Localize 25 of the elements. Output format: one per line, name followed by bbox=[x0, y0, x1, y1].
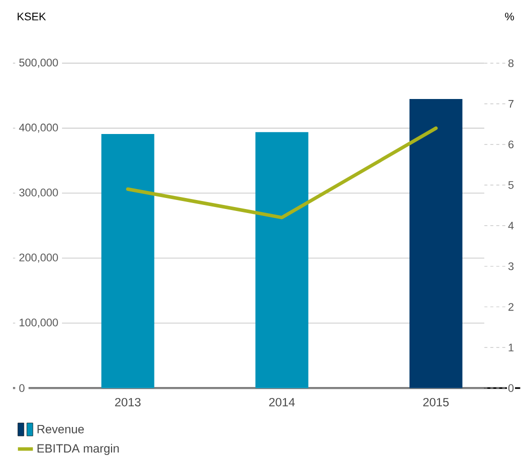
y2-tick-label: 7 bbox=[508, 100, 514, 108]
y-tick-label: 400,000 bbox=[19, 124, 58, 133]
y2-tick-label: 4 bbox=[508, 222, 514, 230]
y2-tick-label: 3 bbox=[508, 262, 514, 270]
y-tick-label: 0 bbox=[19, 384, 24, 392]
y-tick-label: 200,000 bbox=[19, 253, 58, 263]
y2-tick-label: 0 bbox=[508, 384, 514, 392]
x-tick-label: 2014 bbox=[269, 398, 295, 406]
y2-tick-label: 5 bbox=[508, 181, 514, 189]
bar bbox=[255, 132, 308, 388]
legend-label: Revenue bbox=[38, 424, 84, 434]
bar bbox=[101, 134, 154, 388]
y-tick-label: 300,000 bbox=[19, 188, 58, 198]
y2-tick-label: 8 bbox=[508, 59, 514, 67]
x-tick-label: 2013 bbox=[115, 398, 141, 406]
y-axis-title: KSEK bbox=[18, 12, 46, 20]
y2-tick-label: 1 bbox=[508, 344, 514, 352]
y2-tick-label: 6 bbox=[508, 140, 514, 148]
y2-axis-title: % bbox=[505, 12, 514, 20]
y-tick-label: 100,000 bbox=[20, 318, 58, 328]
legend-label: EBITDA margin bbox=[38, 444, 119, 455]
x-tick-label: 2015 bbox=[423, 398, 449, 406]
y2-tick-label: 2 bbox=[508, 302, 514, 311]
bar bbox=[409, 98, 462, 388]
y-tick-label: 500,000 bbox=[19, 58, 58, 68]
